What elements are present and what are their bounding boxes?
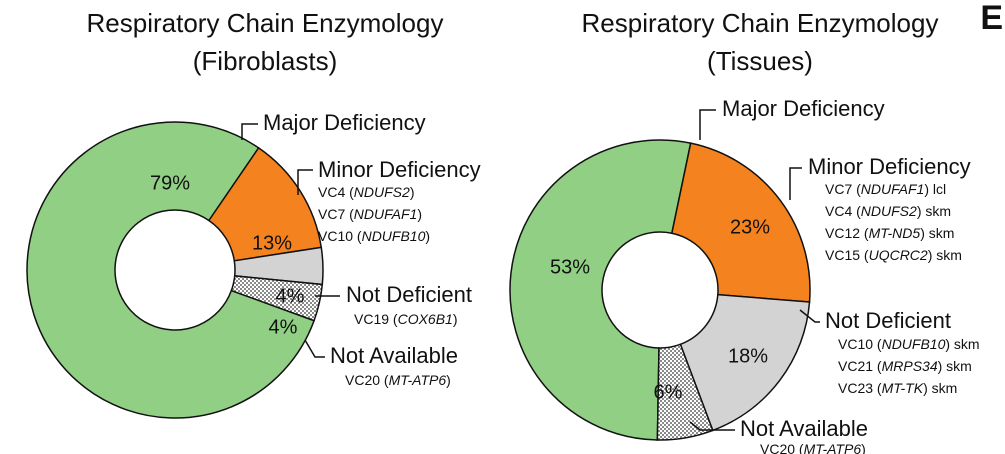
annotation: VC10 (NDUFB10) skm: [838, 336, 980, 352]
value-label: 13%: [252, 232, 292, 254]
annotation: VC21 (MRPS34) skm: [838, 358, 972, 374]
value-label: 4%: [269, 316, 298, 338]
chart-subtitle: (Tissues): [707, 46, 813, 76]
value-label: 79%: [150, 172, 190, 194]
donut-slice: [509, 139, 692, 441]
leader-line: [699, 109, 716, 140]
chart-title: Respiratory Chain Enzymology: [87, 8, 444, 38]
annotation: VC15 (UQCRC2) skm: [825, 247, 962, 263]
donut-slice: [26, 121, 316, 419]
value-label: 18%: [728, 345, 768, 367]
panel-label: E: [980, 0, 1003, 37]
leader-line: [799, 309, 820, 323]
value-label: 23%: [730, 216, 770, 238]
leader-line: [297, 169, 313, 195]
leader-line: [241, 123, 258, 140]
leader-line: [689, 421, 735, 431]
annotation: VC23 (MT-TK) skm: [838, 380, 957, 396]
annotation: VC10 (NDUFB10): [318, 228, 430, 244]
category-label: Not Deficient: [825, 308, 951, 333]
leader-line: [789, 167, 802, 200]
annotation: VC12 (MT-ND5) skm: [825, 225, 954, 241]
donut-slice: [670, 142, 811, 303]
annotation: VC19 (COX6B1): [354, 311, 458, 327]
donut-slice: [656, 343, 714, 441]
category-label: Not Deficient: [346, 282, 472, 307]
chart-subtitle: (Fibroblasts): [193, 46, 337, 76]
chart-title: Respiratory Chain Enzymology: [582, 8, 939, 38]
category-label: Minor Deficiency: [318, 157, 481, 182]
annotation: VC4 (NDUFS2): [318, 184, 414, 200]
category-label: Not Available: [740, 416, 868, 441]
annotation: VC20 (MT-ATP6): [345, 372, 451, 388]
value-label: 53%: [550, 256, 590, 278]
category-label: Minor Deficiency: [808, 154, 971, 179]
category-label: Major Deficiency: [263, 110, 426, 135]
value-label: 4%: [276, 285, 305, 307]
annotation: VC20 (MT-ATP6): [760, 441, 866, 454]
value-label: 6%: [654, 381, 683, 403]
annotation: VC7 (NDUFAF1): [318, 206, 422, 222]
annotation: VC4 (NDUFS2) skm: [825, 203, 951, 219]
donut-slice: [679, 293, 811, 432]
category-label: Not Available: [330, 343, 458, 368]
leader-line: [304, 339, 325, 358]
annotation: VC7 (NDUFAF1) lcl: [825, 181, 946, 197]
category-label: Major Deficiency: [722, 96, 885, 121]
